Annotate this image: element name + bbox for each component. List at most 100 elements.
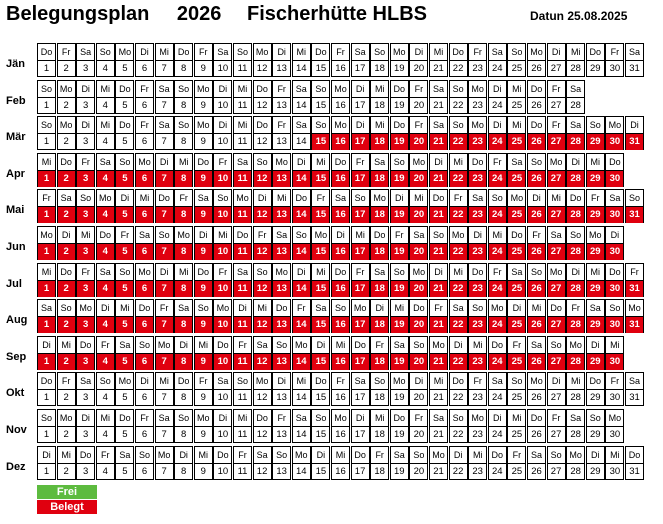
day-cell-booked[interactable]: Fr 22 [448, 189, 468, 224]
day-cell-free[interactable]: Mo 19 [389, 43, 409, 77]
day-cell-booked[interactable]: Mi 17 [350, 226, 370, 260]
day-cell-booked[interactable]: Do 6 [135, 299, 154, 334]
day-cell-booked[interactable]: Sa 8 [174, 299, 194, 334]
day-cell-booked[interactable]: Do 9 [193, 152, 213, 187]
day-cell-free[interactable]: Di 29 [585, 445, 605, 480]
day-cell-free[interactable]: So 4 [95, 372, 115, 407]
day-cell-booked[interactable]: Fr 24 [487, 262, 507, 297]
day-cell-booked[interactable]: Di 21 [429, 152, 448, 187]
day-cell-free[interactable]: Sa 12 [252, 445, 272, 480]
day-cell-booked[interactable]: Do 23 [468, 152, 488, 187]
day-cell-free[interactable]: Do 26 [527, 409, 546, 443]
day-cell-booked[interactable]: Fr 25 [507, 335, 527, 370]
day-cell-free[interactable]: Fr 25 [507, 445, 527, 480]
day-cell-booked[interactable]: Mo 21 [429, 335, 448, 370]
day-cell-booked[interactable]: Mi 12 [252, 299, 272, 334]
day-cell-free[interactable]: Do 17 [350, 445, 370, 480]
day-cell-free[interactable]: So 11 [233, 372, 252, 407]
day-cell-free[interactable]: So 1 [37, 409, 56, 443]
day-cell-booked[interactable]: Di 4 [95, 299, 115, 334]
day-cell-booked[interactable]: Sa 1 [37, 299, 56, 334]
day-cell-booked[interactable]: Mo 7 [154, 335, 174, 370]
day-cell-booked[interactable]: Sa 23 [468, 189, 488, 224]
day-cell-free[interactable]: Mo 26 [527, 372, 546, 407]
day-cell-free[interactable]: Do 22 [448, 372, 468, 407]
day-cell-booked[interactable]: Fr 31 [625, 262, 644, 297]
day-cell-booked[interactable]: So 5 [115, 262, 135, 297]
day-cell-free[interactable]: Do 29 [585, 43, 605, 77]
day-cell-booked[interactable]: So 2 [56, 299, 76, 334]
day-cell-booked[interactable]: Fr 5 [115, 226, 135, 260]
day-cell-booked[interactable]: So 12 [252, 262, 272, 297]
day-cell-booked[interactable]: Do 11 [233, 226, 252, 260]
day-cell-free[interactable]: Do 10 [213, 445, 233, 480]
day-cell-free[interactable]: Mi 21 [429, 43, 448, 77]
day-cell-booked[interactable]: Mi 5 [115, 299, 135, 334]
day-cell-free[interactable]: Mi 14 [291, 43, 311, 77]
day-cell-free[interactable]: Di 6 [135, 43, 154, 77]
day-cell-free[interactable]: Fr 20 [409, 409, 429, 443]
day-cell-booked[interactable]: Di 28 [566, 262, 586, 297]
day-cell-free[interactable]: Mo 9 [193, 116, 213, 151]
day-cell-booked[interactable]: Do 26 [527, 116, 546, 151]
day-cell-booked[interactable]: Mi 15 [311, 152, 331, 187]
day-cell-free[interactable]: Sa 14 [291, 409, 311, 443]
day-cell-booked[interactable]: Mo 28 [566, 335, 586, 370]
day-cell-free[interactable]: Mi 11 [233, 116, 252, 151]
day-cell-booked[interactable]: Mo 18 [370, 189, 390, 224]
day-cell-free[interactable]: So 8 [174, 79, 194, 114]
day-cell-booked[interactable]: Mo 25 [507, 189, 527, 224]
day-cell-booked[interactable]: Mo 6 [135, 262, 154, 297]
day-cell-booked[interactable]: Di 12 [252, 189, 272, 224]
day-cell-booked[interactable]: Mo 30 [605, 116, 625, 151]
day-cell-booked[interactable]: Di 25 [507, 299, 527, 334]
day-cell-booked[interactable]: Mo 13 [272, 152, 292, 187]
day-cell-free[interactable]: Sa 7 [154, 116, 174, 151]
day-cell-free[interactable]: Sa 21 [429, 409, 448, 443]
day-cell-free[interactable]: Di 10 [213, 79, 233, 114]
day-cell-booked[interactable]: Sa 18 [370, 262, 390, 297]
day-cell-free[interactable]: So 15 [311, 409, 331, 443]
day-cell-free[interactable]: Mi 4 [95, 116, 115, 151]
day-cell-free[interactable]: Di 20 [409, 43, 429, 77]
day-cell-free[interactable]: Mo 5 [115, 43, 135, 77]
day-cell-free[interactable]: So 4 [95, 43, 115, 77]
day-cell-free[interactable]: Mi 25 [507, 409, 527, 443]
day-cell-free[interactable]: Di 27 [546, 372, 566, 407]
day-cell-free[interactable]: Do 15 [311, 43, 331, 77]
day-cell-booked[interactable]: Di 29 [585, 335, 605, 370]
day-cell-free[interactable]: Fr 6 [135, 79, 154, 114]
day-cell-booked[interactable]: Fr 11 [233, 335, 252, 370]
day-cell-booked[interactable]: Do 16 [331, 152, 350, 187]
day-cell-free[interactable]: Fr 4 [95, 445, 115, 480]
day-cell-free[interactable]: Di 24 [487, 79, 507, 114]
day-cell-booked[interactable]: Mi 26 [527, 299, 546, 334]
day-cell-booked[interactable]: So 19 [389, 152, 409, 187]
day-cell-free[interactable]: So 18 [370, 43, 390, 77]
day-cell-booked[interactable]: Do 21 [429, 189, 448, 224]
day-cell-free[interactable]: Sa 19 [389, 445, 409, 480]
day-cell-booked[interactable]: Di 14 [291, 262, 311, 297]
day-cell-booked[interactable]: Mo 10 [213, 299, 233, 334]
day-cell-booked[interactable]: Mo 23 [468, 116, 488, 151]
day-cell-booked[interactable]: Sa 18 [370, 152, 390, 187]
day-cell-booked[interactable]: Do 4 [95, 226, 115, 260]
day-cell-booked[interactable]: Mi 6 [135, 189, 154, 224]
day-cell-booked[interactable]: Fr 15 [311, 189, 331, 224]
day-cell-free[interactable]: Di 10 [213, 409, 233, 443]
day-cell-booked[interactable]: So 20 [409, 335, 429, 370]
day-cell-booked[interactable]: Do 14 [291, 189, 311, 224]
day-cell-free[interactable]: Sa 31 [625, 372, 644, 407]
day-cell-booked[interactable]: Do 27 [546, 299, 566, 334]
day-cell-booked[interactable]: Do 19 [389, 116, 409, 151]
day-cell-booked[interactable]: Do 28 [566, 189, 586, 224]
day-cell-free[interactable]: Di 17 [350, 409, 370, 443]
day-cell-booked[interactable]: Mi 29 [585, 262, 605, 297]
day-cell-free[interactable]: Mo 14 [291, 445, 311, 480]
day-cell-free[interactable]: Sa 3 [76, 372, 96, 407]
day-cell-free[interactable]: Fr 6 [135, 116, 154, 151]
day-cell-free[interactable]: Do 29 [585, 372, 605, 407]
day-cell-booked[interactable]: Mo 17 [350, 299, 370, 334]
day-cell-free[interactable]: Di 27 [546, 43, 566, 77]
day-cell-free[interactable]: Mi 4 [95, 79, 115, 114]
